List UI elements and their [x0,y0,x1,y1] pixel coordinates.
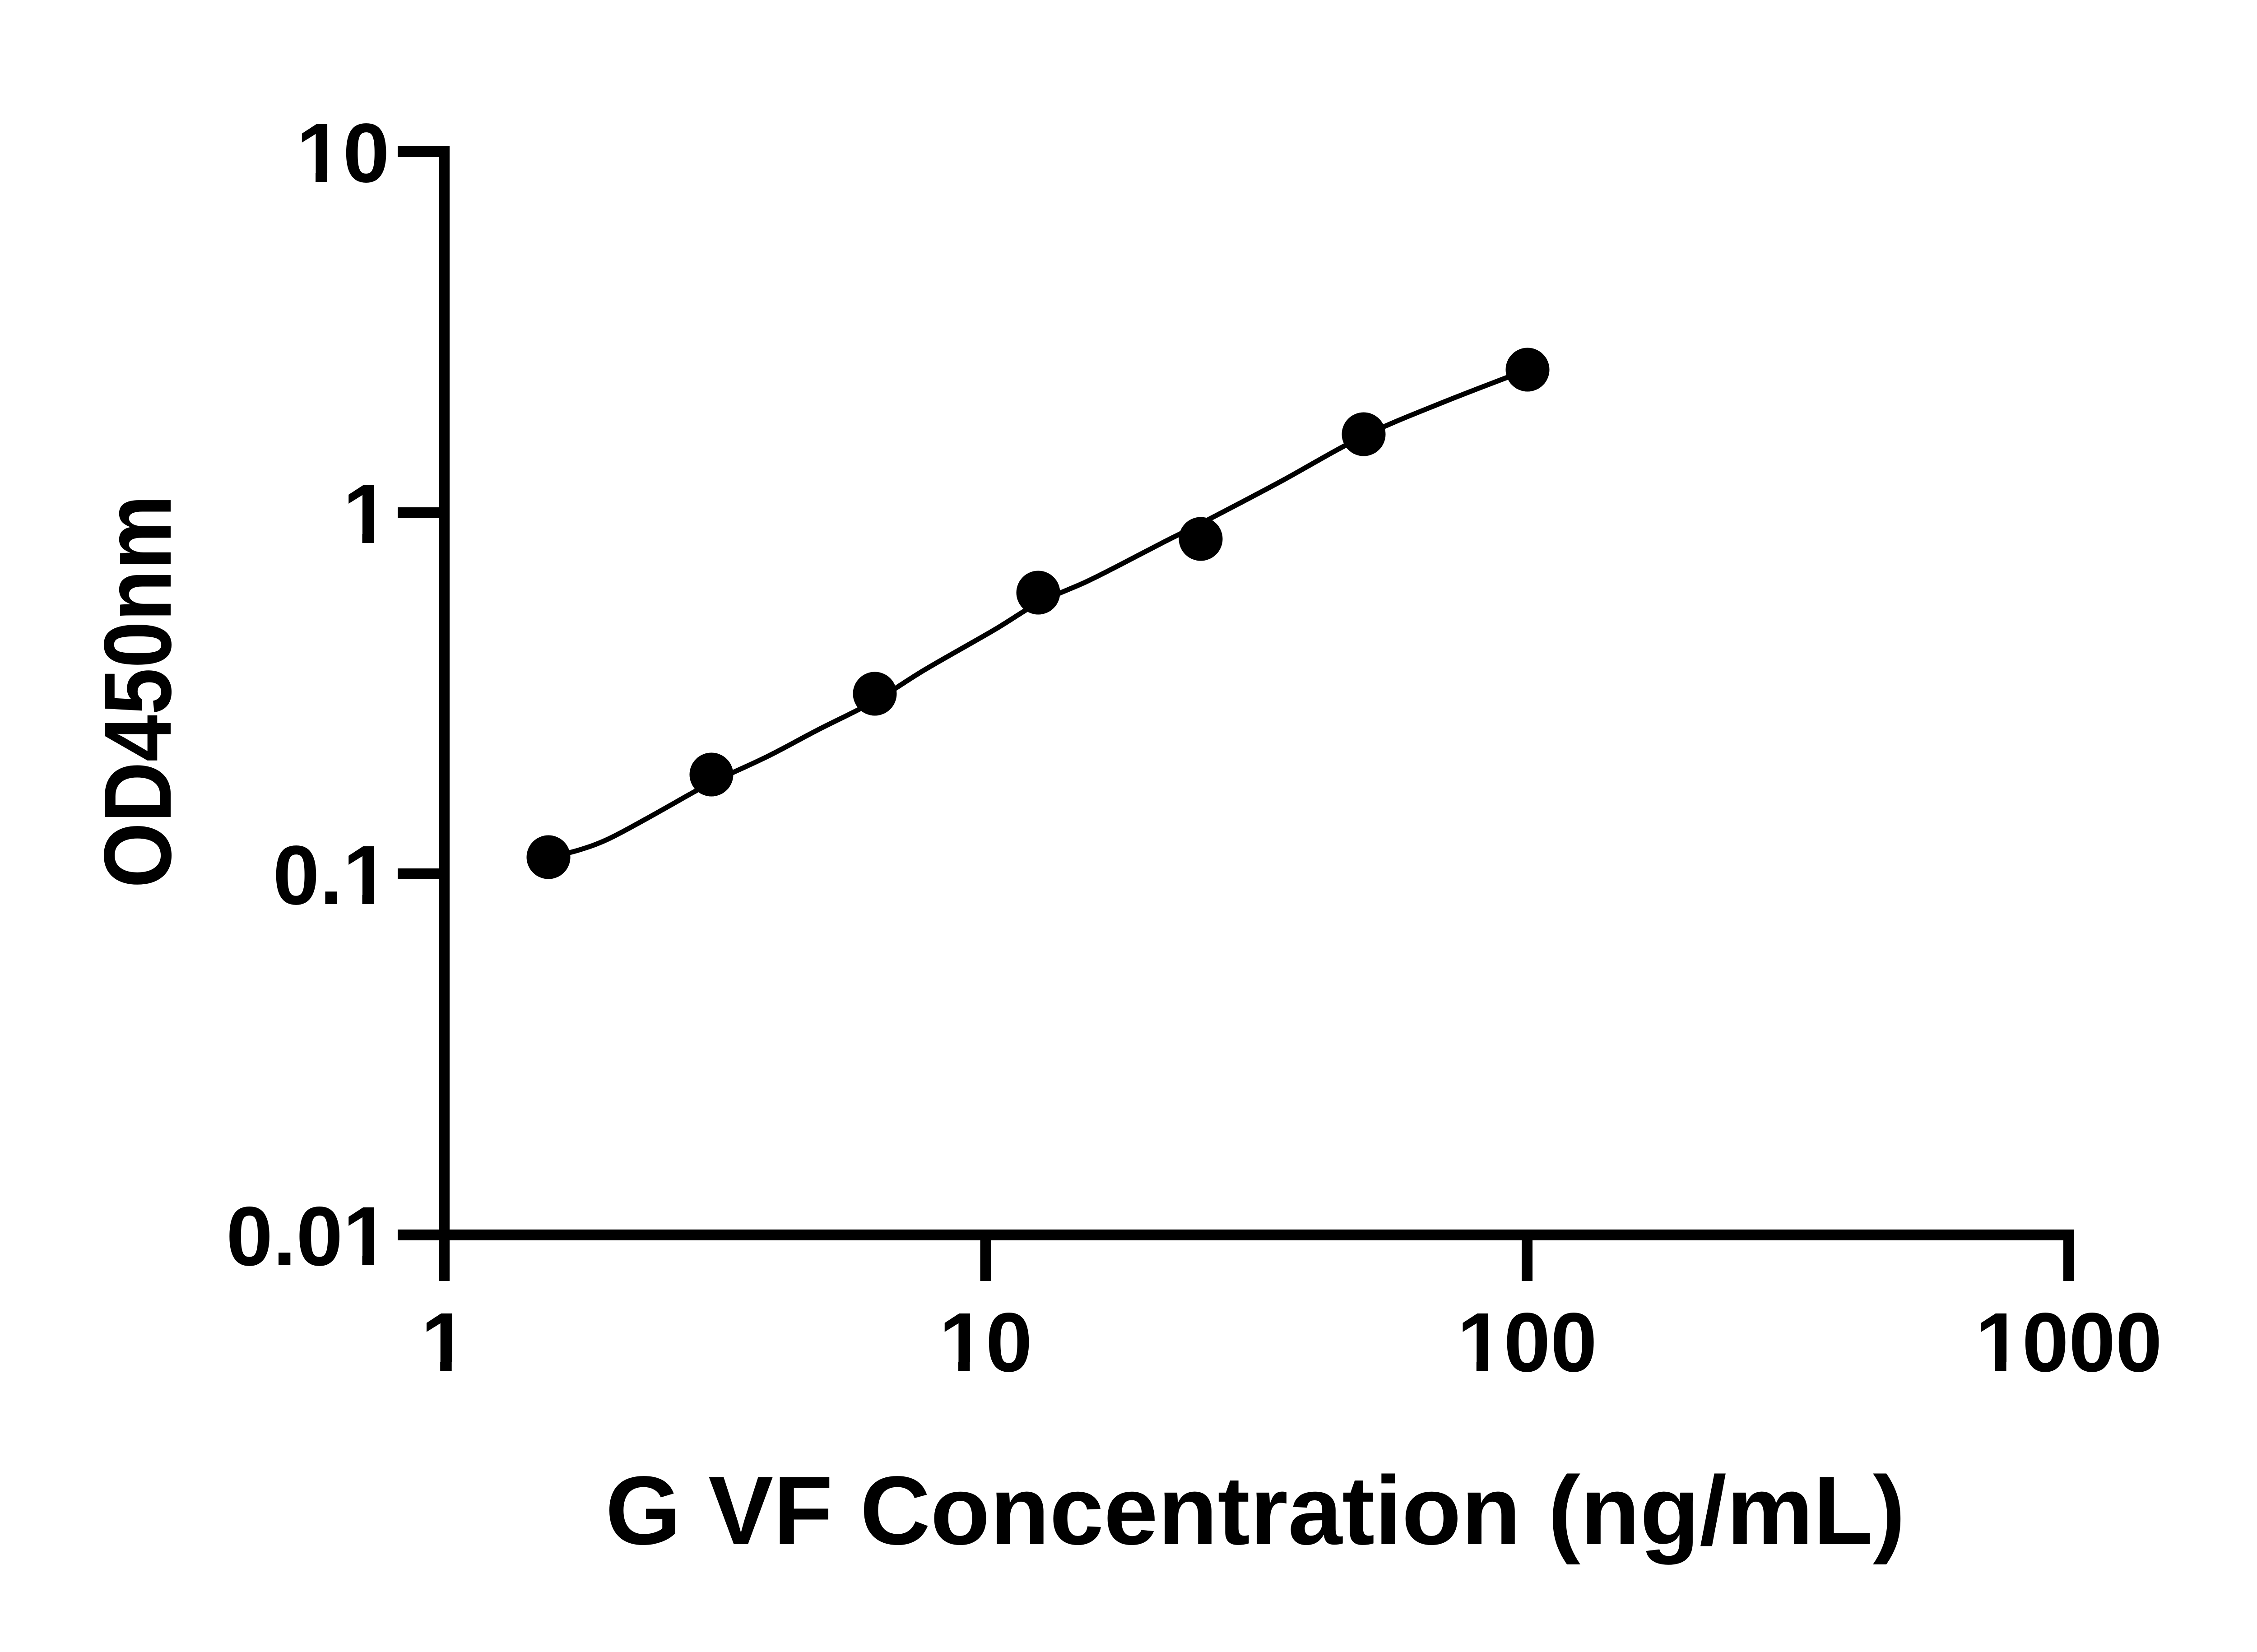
svg-text:0.01: 0.01 [226,1190,390,1283]
svg-text:1: 1 [421,1296,467,1389]
svg-text:1: 1 [343,468,390,561]
svg-text:1000: 1000 [1975,1296,2162,1389]
svg-text:10: 10 [939,1296,1032,1389]
svg-text:G VF Concentration (ng/mL): G VF Concentration (ng/mL) [605,1456,1905,1565]
svg-text:10: 10 [296,107,390,200]
svg-text:OD450nm: OD450nm [84,495,191,888]
svg-text:100: 100 [1457,1296,1597,1389]
svg-text:0.1: 0.1 [273,829,390,922]
